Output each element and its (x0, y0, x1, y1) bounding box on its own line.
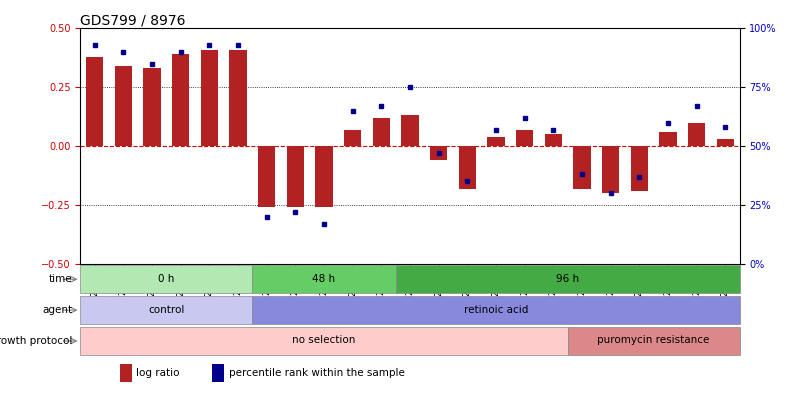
Text: 96 h: 96 h (556, 274, 578, 284)
Bar (373, 118, 389, 146)
Bar (229, 49, 247, 146)
Bar (120, 364, 132, 382)
Text: time: time (49, 274, 72, 284)
Text: percentile rank within the sample: percentile rank within the sample (229, 368, 404, 378)
Text: 48 h: 48 h (312, 274, 335, 284)
Bar (287, 146, 304, 207)
Bar (516, 130, 532, 146)
Text: 0 h: 0 h (158, 274, 174, 284)
Bar (430, 146, 446, 160)
Bar (252, 265, 395, 293)
Bar (143, 68, 161, 146)
Bar (315, 146, 332, 207)
Bar (687, 123, 704, 146)
Text: puromycin resistance: puromycin resistance (597, 335, 709, 345)
Bar (252, 296, 739, 324)
Bar (395, 265, 739, 293)
Bar (258, 146, 275, 207)
Bar (80, 265, 252, 293)
Bar (573, 146, 590, 188)
Bar (487, 137, 504, 146)
Text: retinoic acid: retinoic acid (463, 305, 528, 315)
Bar (715, 139, 733, 146)
Text: GDS799 / 8976: GDS799 / 8976 (80, 13, 185, 27)
Bar (601, 146, 618, 193)
Bar (658, 132, 676, 146)
Text: agent: agent (43, 305, 72, 315)
Text: no selection: no selection (292, 335, 355, 345)
Bar (567, 327, 739, 355)
Bar (630, 146, 647, 191)
Text: growth protocol: growth protocol (0, 336, 72, 346)
Bar (401, 115, 418, 146)
Bar (201, 49, 218, 146)
Bar (544, 134, 561, 146)
Bar (115, 66, 132, 146)
Bar (212, 364, 224, 382)
Bar (172, 54, 189, 146)
Bar (86, 57, 104, 146)
Bar (80, 327, 567, 355)
Text: control: control (148, 305, 185, 315)
Bar (80, 296, 252, 324)
Text: log ratio: log ratio (137, 368, 180, 378)
Bar (344, 130, 361, 146)
Bar (459, 146, 475, 188)
